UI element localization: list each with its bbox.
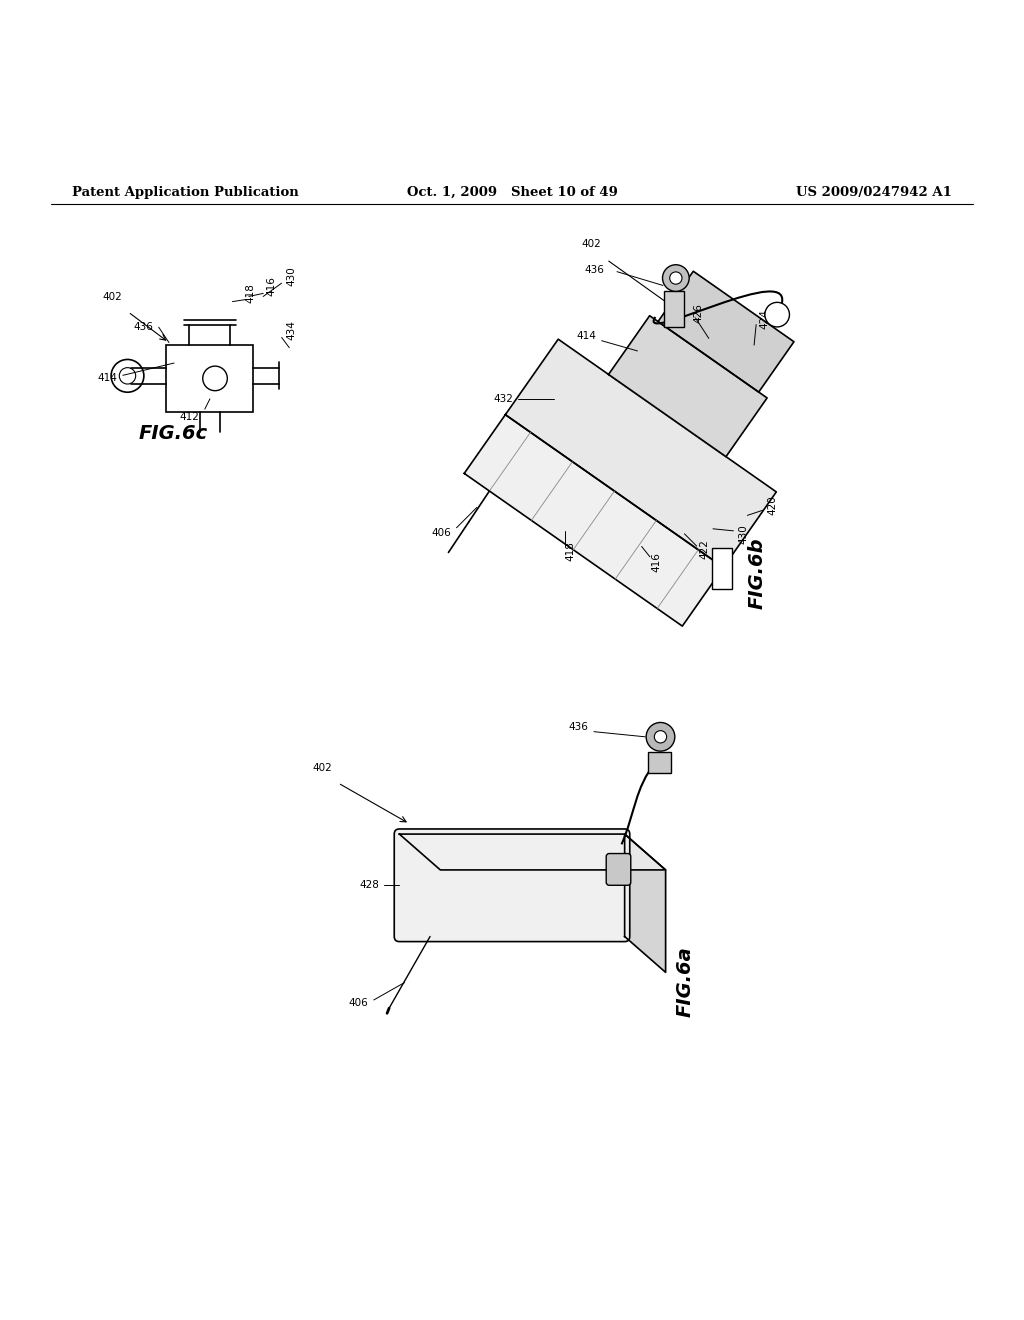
Text: 414: 414: [577, 330, 597, 341]
FancyBboxPatch shape: [394, 829, 630, 941]
Text: US 2009/0247942 A1: US 2009/0247942 A1: [797, 186, 952, 198]
Text: 420: 420: [768, 495, 778, 515]
Text: 418: 418: [246, 284, 256, 304]
Polygon shape: [664, 292, 684, 327]
Circle shape: [654, 731, 667, 743]
Circle shape: [670, 272, 682, 284]
Text: Patent Application Publication: Patent Application Publication: [72, 186, 298, 198]
Text: 418: 418: [565, 541, 575, 561]
Text: 436: 436: [585, 265, 604, 275]
Text: 428: 428: [359, 880, 379, 890]
Text: 430: 430: [287, 267, 297, 286]
FancyBboxPatch shape: [166, 345, 254, 412]
Text: 436: 436: [134, 322, 154, 333]
Bar: [712, 548, 732, 589]
Text: 430: 430: [738, 524, 749, 544]
Text: 406: 406: [432, 528, 452, 539]
Circle shape: [663, 265, 689, 292]
Polygon shape: [464, 414, 723, 626]
Polygon shape: [608, 315, 767, 457]
Polygon shape: [399, 834, 666, 870]
Text: 412: 412: [179, 412, 200, 422]
Polygon shape: [658, 272, 794, 392]
Text: Oct. 1, 2009   Sheet 10 of 49: Oct. 1, 2009 Sheet 10 of 49: [407, 186, 617, 198]
Text: 422: 422: [699, 540, 710, 560]
Text: 416: 416: [652, 552, 662, 572]
Circle shape: [765, 302, 790, 327]
Text: 416: 416: [266, 276, 276, 296]
FancyBboxPatch shape: [606, 854, 631, 886]
Text: 414: 414: [98, 374, 118, 383]
Circle shape: [646, 722, 675, 751]
Text: 434: 434: [287, 321, 297, 341]
Polygon shape: [506, 339, 776, 568]
Text: 432: 432: [494, 393, 513, 404]
Text: 402: 402: [312, 763, 333, 772]
Text: 426: 426: [693, 302, 703, 322]
Text: 406: 406: [349, 998, 369, 1008]
Circle shape: [119, 368, 135, 384]
Bar: [648, 752, 671, 772]
Polygon shape: [625, 834, 666, 973]
Circle shape: [111, 359, 143, 392]
Text: 424: 424: [759, 310, 769, 330]
Text: 436: 436: [569, 722, 589, 731]
Text: FIG.6a: FIG.6a: [676, 946, 695, 1018]
Text: 402: 402: [102, 292, 123, 301]
Text: FIG.6b: FIG.6b: [748, 537, 767, 609]
Text: 402: 402: [582, 239, 601, 249]
Circle shape: [203, 366, 227, 391]
Text: FIG.6c: FIG.6c: [138, 425, 208, 444]
